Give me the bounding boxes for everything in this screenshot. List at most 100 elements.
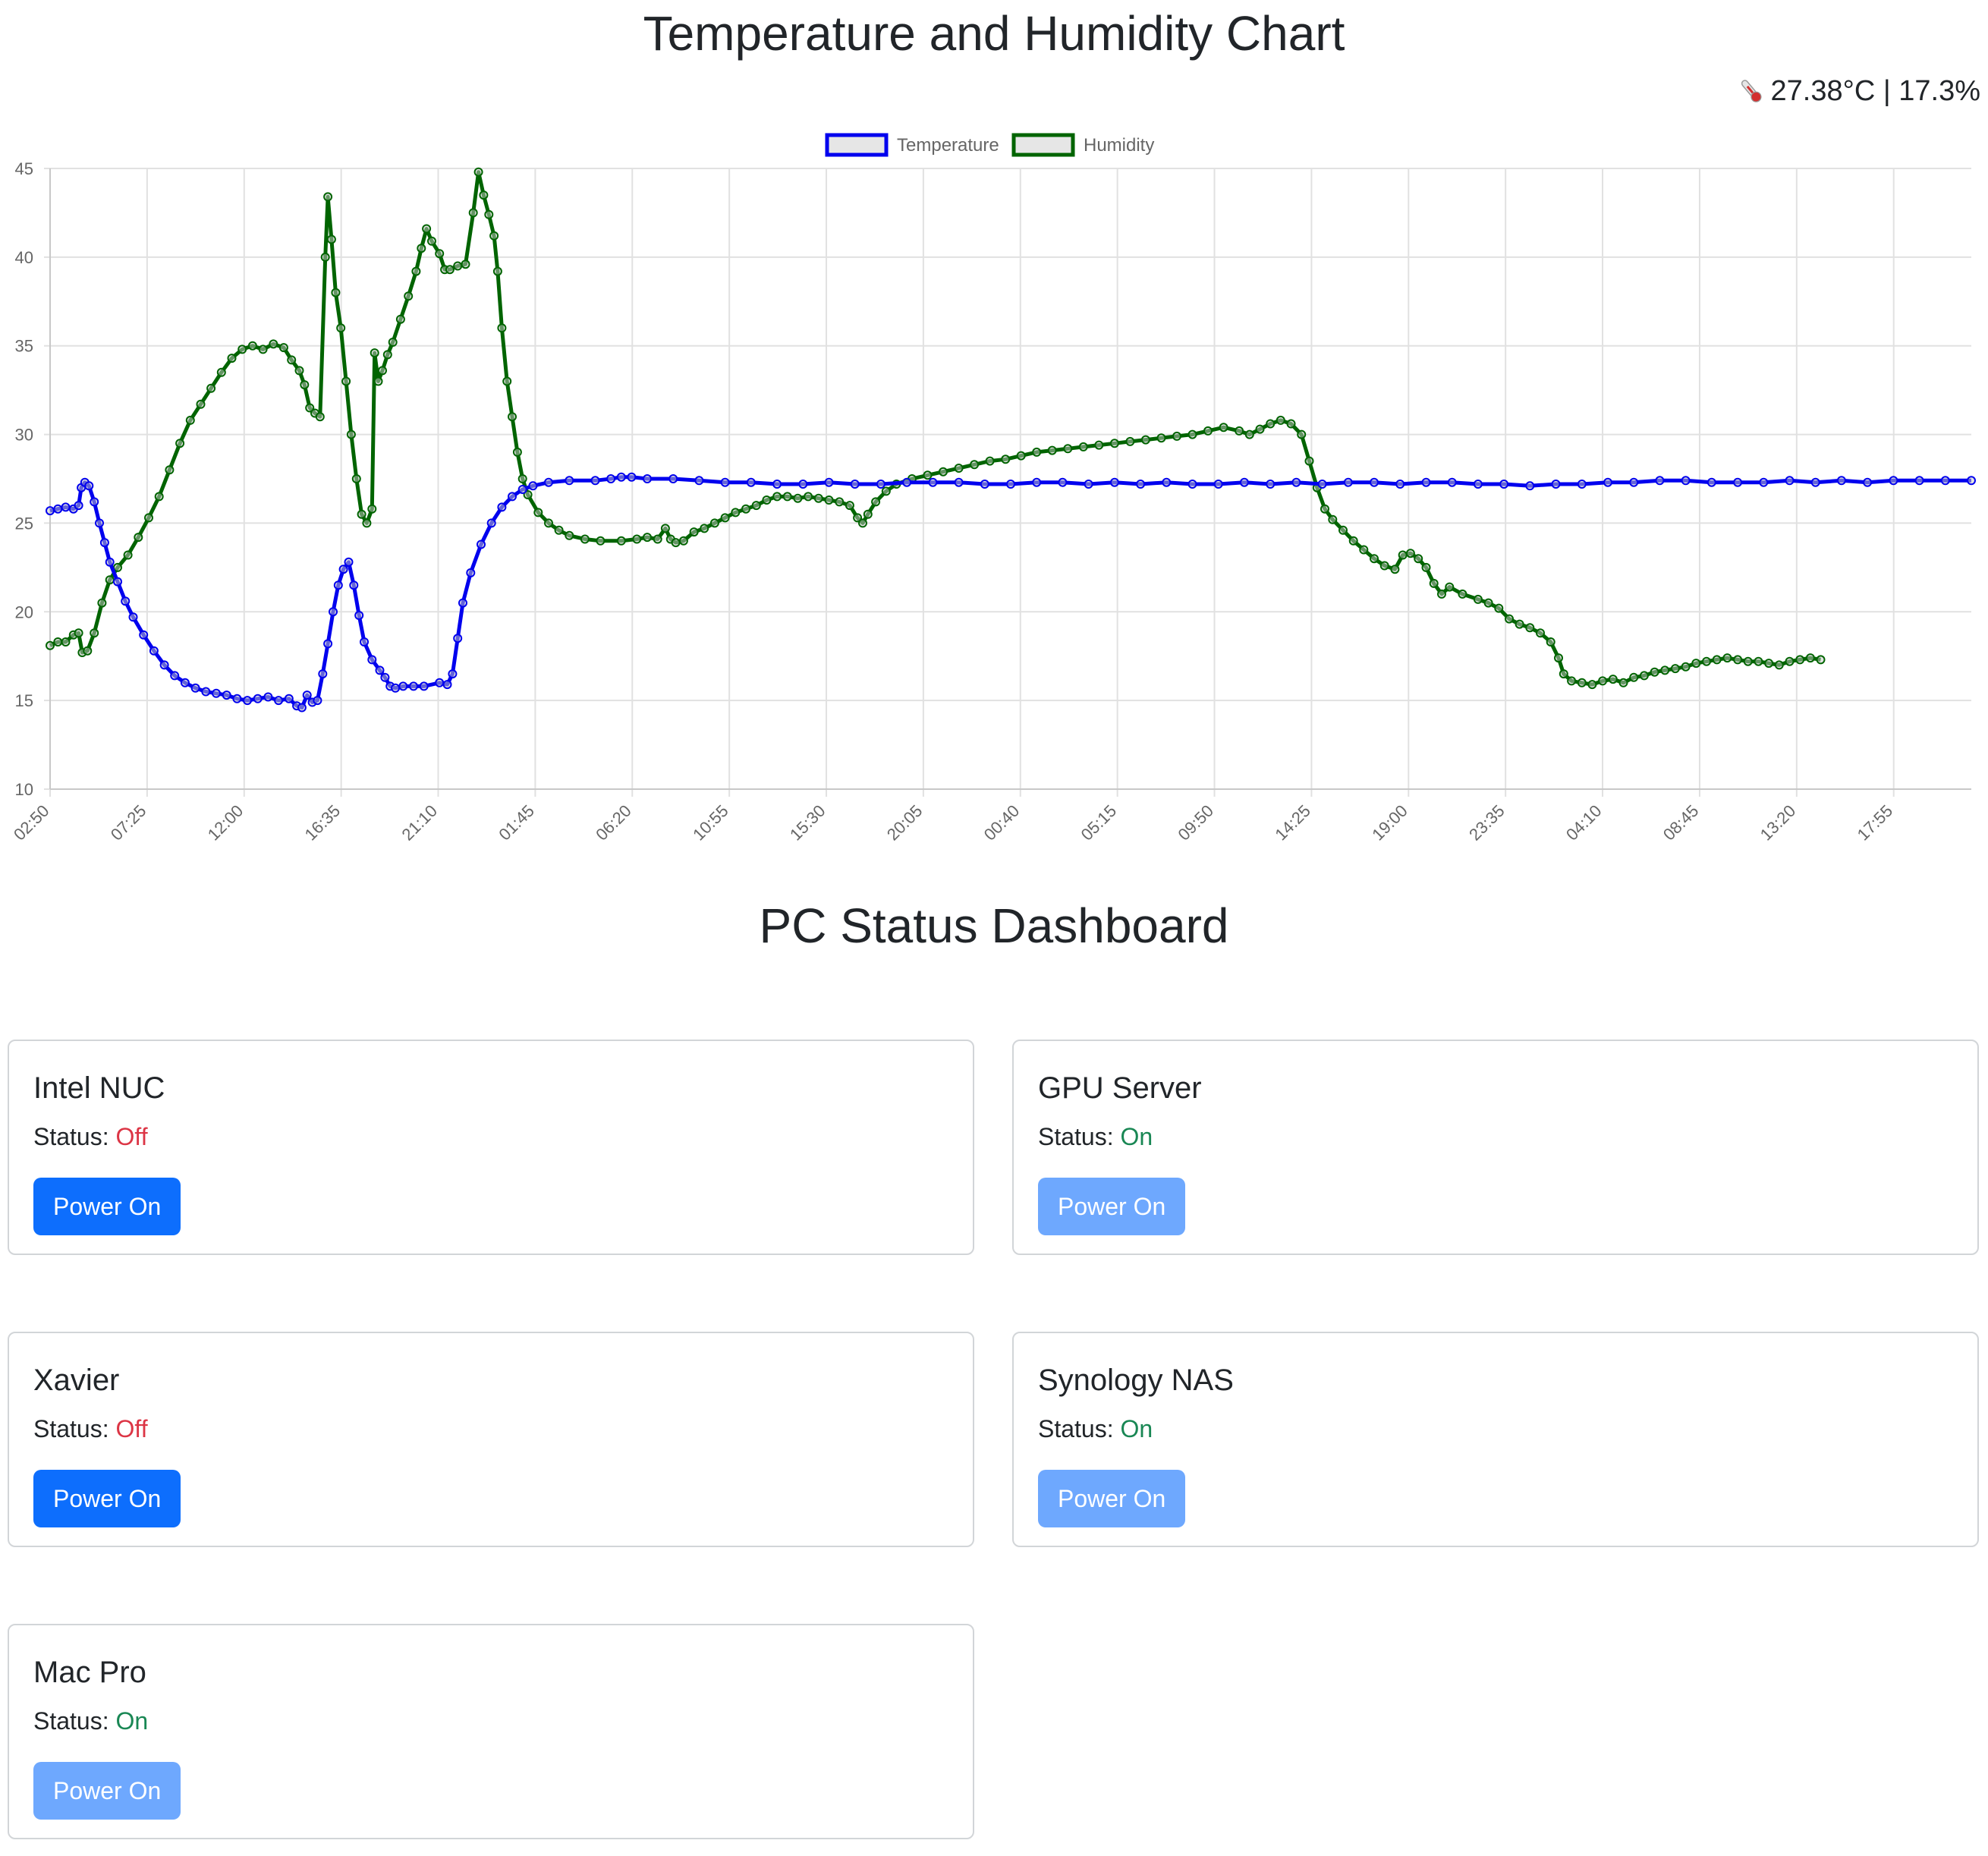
legend-label: Temperature [897, 135, 999, 156]
data-point-humidity [1235, 426, 1244, 436]
y-tick-label: 10 [15, 780, 33, 799]
data-point-humidity [1639, 671, 1649, 681]
data-point-temperature [1473, 480, 1483, 489]
data-point-humidity [300, 380, 310, 390]
data-point-temperature [149, 646, 159, 656]
data-point-temperature [263, 692, 273, 702]
data-point-humidity [320, 252, 330, 262]
temperature-humidity-chart: 10 15 20 25 30 35 40 45 02:50 07:25 12:00 16:35 21:1… [10, 133, 1976, 845]
data-point-humidity [216, 367, 226, 377]
data-point-temperature [128, 612, 138, 622]
data-point-temperature [798, 480, 808, 489]
data-point-humidity [1390, 565, 1400, 574]
data-point-temperature [105, 557, 115, 567]
data-point-humidity [492, 266, 502, 276]
data-point-humidity [1032, 447, 1042, 457]
x-tick-label: 23:35 [1465, 801, 1508, 845]
data-point-humidity [445, 265, 455, 275]
data-point-humidity [970, 460, 980, 470]
data-point-humidity [1795, 655, 1805, 665]
power-on-button[interactable]: Power On [1038, 1470, 1186, 1527]
data-point-temperature [435, 678, 445, 687]
data-point-humidity [782, 492, 792, 502]
series-line-temperature [49, 475, 1971, 709]
data-point-humidity [1660, 665, 1670, 675]
data-point-temperature [466, 568, 476, 577]
status-label: Status: [1038, 1415, 1114, 1442]
data-point-humidity [700, 524, 709, 533]
data-point-humidity [709, 518, 719, 528]
data-point-temperature [1317, 480, 1327, 489]
data-point-temperature [95, 518, 104, 528]
x-tick-label: 20:05 [883, 801, 926, 845]
x-tick-label: 07:25 [107, 801, 150, 845]
data-point-temperature [1759, 477, 1769, 487]
machine-name: Xavier [33, 1364, 120, 1397]
data-point-humidity [1320, 504, 1329, 514]
data-point-temperature [375, 665, 385, 675]
x-tick-label: 12:00 [204, 801, 247, 845]
status-value: Off [115, 1415, 148, 1442]
data-point-temperature [850, 480, 860, 489]
status-label: Status: [33, 1707, 109, 1735]
data-point-humidity [46, 640, 55, 650]
x-tick-label: 14:25 [1271, 801, 1314, 845]
data-point-humidity [357, 509, 366, 519]
data-point-temperature [720, 477, 730, 487]
data-point-humidity [762, 495, 772, 505]
data-point-humidity [1286, 419, 1296, 429]
power-on-button[interactable]: Power On [33, 1470, 181, 1527]
power-on-button[interactable]: Power On [33, 1178, 181, 1235]
data-point-humidity [1445, 582, 1455, 592]
data-point-humidity [939, 467, 948, 477]
data-point-temperature [1084, 480, 1093, 489]
data-point-humidity [1328, 514, 1338, 524]
data-point-temperature [627, 472, 637, 482]
data-point-temperature [1395, 480, 1405, 489]
machine-name: GPU Server [1038, 1071, 1202, 1105]
data-point-humidity [863, 509, 873, 519]
x-tick-label: 00:40 [980, 801, 1024, 845]
data-point-humidity [1554, 653, 1563, 663]
data-point-temperature [517, 485, 527, 494]
data-point-humidity [804, 492, 813, 502]
data-point-humidity [489, 231, 499, 241]
data-point-humidity [305, 403, 315, 413]
data-point-humidity [523, 490, 533, 499]
data-point-humidity [616, 536, 626, 546]
power-on-button[interactable]: Power On [33, 1762, 181, 1820]
status-label: Status: [33, 1123, 109, 1150]
data-point-humidity [643, 533, 652, 543]
data-point-temperature [409, 681, 418, 691]
data-point-temperature [980, 480, 989, 489]
data-point-temperature [902, 477, 912, 487]
data-point-temperature [1681, 476, 1691, 486]
data-point-temperature [99, 538, 109, 548]
data-point-humidity [74, 628, 83, 638]
data-point-humidity [1670, 664, 1680, 674]
power-on-button[interactable]: Power On [1038, 1178, 1186, 1235]
data-point-humidity [1429, 578, 1439, 588]
data-point-humidity [881, 486, 891, 496]
data-point-humidity [315, 412, 325, 422]
data-point-humidity [565, 530, 574, 540]
data-point-humidity [370, 348, 379, 358]
data-point-temperature [1032, 477, 1042, 487]
data-point-temperature [360, 637, 369, 646]
data-point-temperature [1863, 477, 1873, 487]
data-point-humidity [1063, 444, 1073, 454]
data-point-temperature [565, 476, 574, 486]
data-point-humidity [1187, 429, 1197, 439]
data-point-temperature [1162, 477, 1172, 487]
data-point-humidity [1255, 424, 1265, 434]
series-line-humidity [49, 170, 1821, 687]
data-point-humidity [1494, 603, 1504, 613]
data-point-humidity [1109, 439, 1119, 448]
data-point-temperature [954, 477, 964, 487]
data-point-humidity [1203, 426, 1213, 436]
machine-card-mac-pro: Mac Pro Status: On Power On [8, 1624, 974, 1839]
data-point-temperature [508, 492, 517, 502]
status-line: Status: On [1038, 1120, 1953, 1153]
data-point-humidity [1125, 436, 1135, 446]
data-point-temperature [338, 565, 348, 574]
